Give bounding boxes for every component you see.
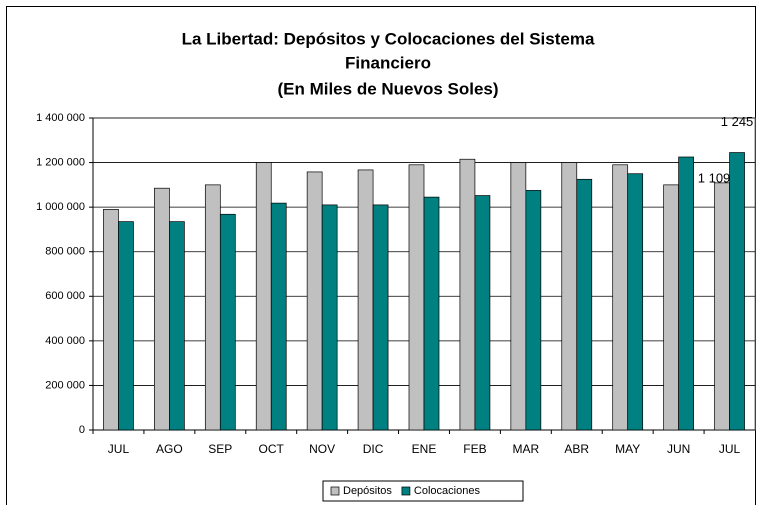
x-tick-label: DIC: [363, 442, 384, 456]
chart-title: Financiero: [345, 53, 431, 72]
x-tick-label: FEB: [463, 442, 486, 456]
bar: [474, 195, 491, 431]
bar: [510, 162, 527, 431]
x-tick-label: JUL: [108, 442, 130, 456]
bar: [525, 190, 542, 431]
x-tick-label: SEP: [208, 442, 232, 456]
x-tick-label: JUL: [719, 442, 741, 456]
chart-title: La Libertad: Depósitos y Colocaciones de…: [182, 29, 595, 48]
bar: [306, 171, 323, 431]
y-tick-label: 600 000: [45, 290, 85, 302]
x-tick-label: JUN: [667, 442, 690, 456]
bar: [270, 202, 287, 431]
bar: [357, 169, 374, 431]
data-label: 1 109: [698, 170, 731, 185]
y-tick-label: 200 000: [45, 379, 85, 391]
bar: [321, 204, 338, 431]
bar: [118, 221, 134, 431]
bar: [612, 164, 629, 431]
x-tick-label: MAR: [513, 442, 540, 456]
x-tick-label: OCT: [259, 442, 285, 456]
y-tick-label: 1 200 000: [36, 156, 85, 168]
bar: [576, 178, 593, 431]
x-tick-label: ABR: [564, 442, 589, 456]
bar: [204, 184, 221, 431]
legend-label: Depósitos: [343, 485, 392, 497]
x-tick-label: MAY: [615, 442, 640, 456]
legend-box: [322, 480, 524, 502]
bar: [561, 162, 578, 431]
x-tick-label: AGO: [156, 442, 183, 456]
legend-swatch: [330, 486, 340, 496]
chart-title: (En Miles de Nuevos Soles): [277, 79, 498, 98]
bar: [154, 187, 170, 431]
bar: [663, 184, 679, 431]
bar: [423, 196, 440, 431]
data-label: 1 245: [721, 114, 754, 129]
legend-label: Colocaciones: [414, 485, 481, 497]
bar: [255, 162, 272, 431]
bar: [408, 164, 425, 431]
bar: [459, 158, 476, 431]
bar: [627, 173, 644, 431]
y-tick-label: 1 400 000: [36, 112, 85, 124]
x-tick-label: NOV: [309, 442, 335, 456]
y-tick-label: 0: [79, 424, 85, 436]
bar: [219, 213, 236, 431]
bar: [103, 209, 119, 431]
y-tick-label: 1 000 000: [36, 201, 85, 213]
bar: [714, 182, 730, 431]
bar: [729, 152, 745, 431]
y-tick-label: 800 000: [45, 246, 85, 258]
legend-swatch: [401, 486, 411, 496]
bar: [169, 221, 185, 431]
bar: [372, 204, 389, 431]
bar: [678, 156, 694, 431]
y-tick-label: 400 000: [45, 335, 85, 347]
x-tick-label: ENE: [412, 442, 437, 456]
